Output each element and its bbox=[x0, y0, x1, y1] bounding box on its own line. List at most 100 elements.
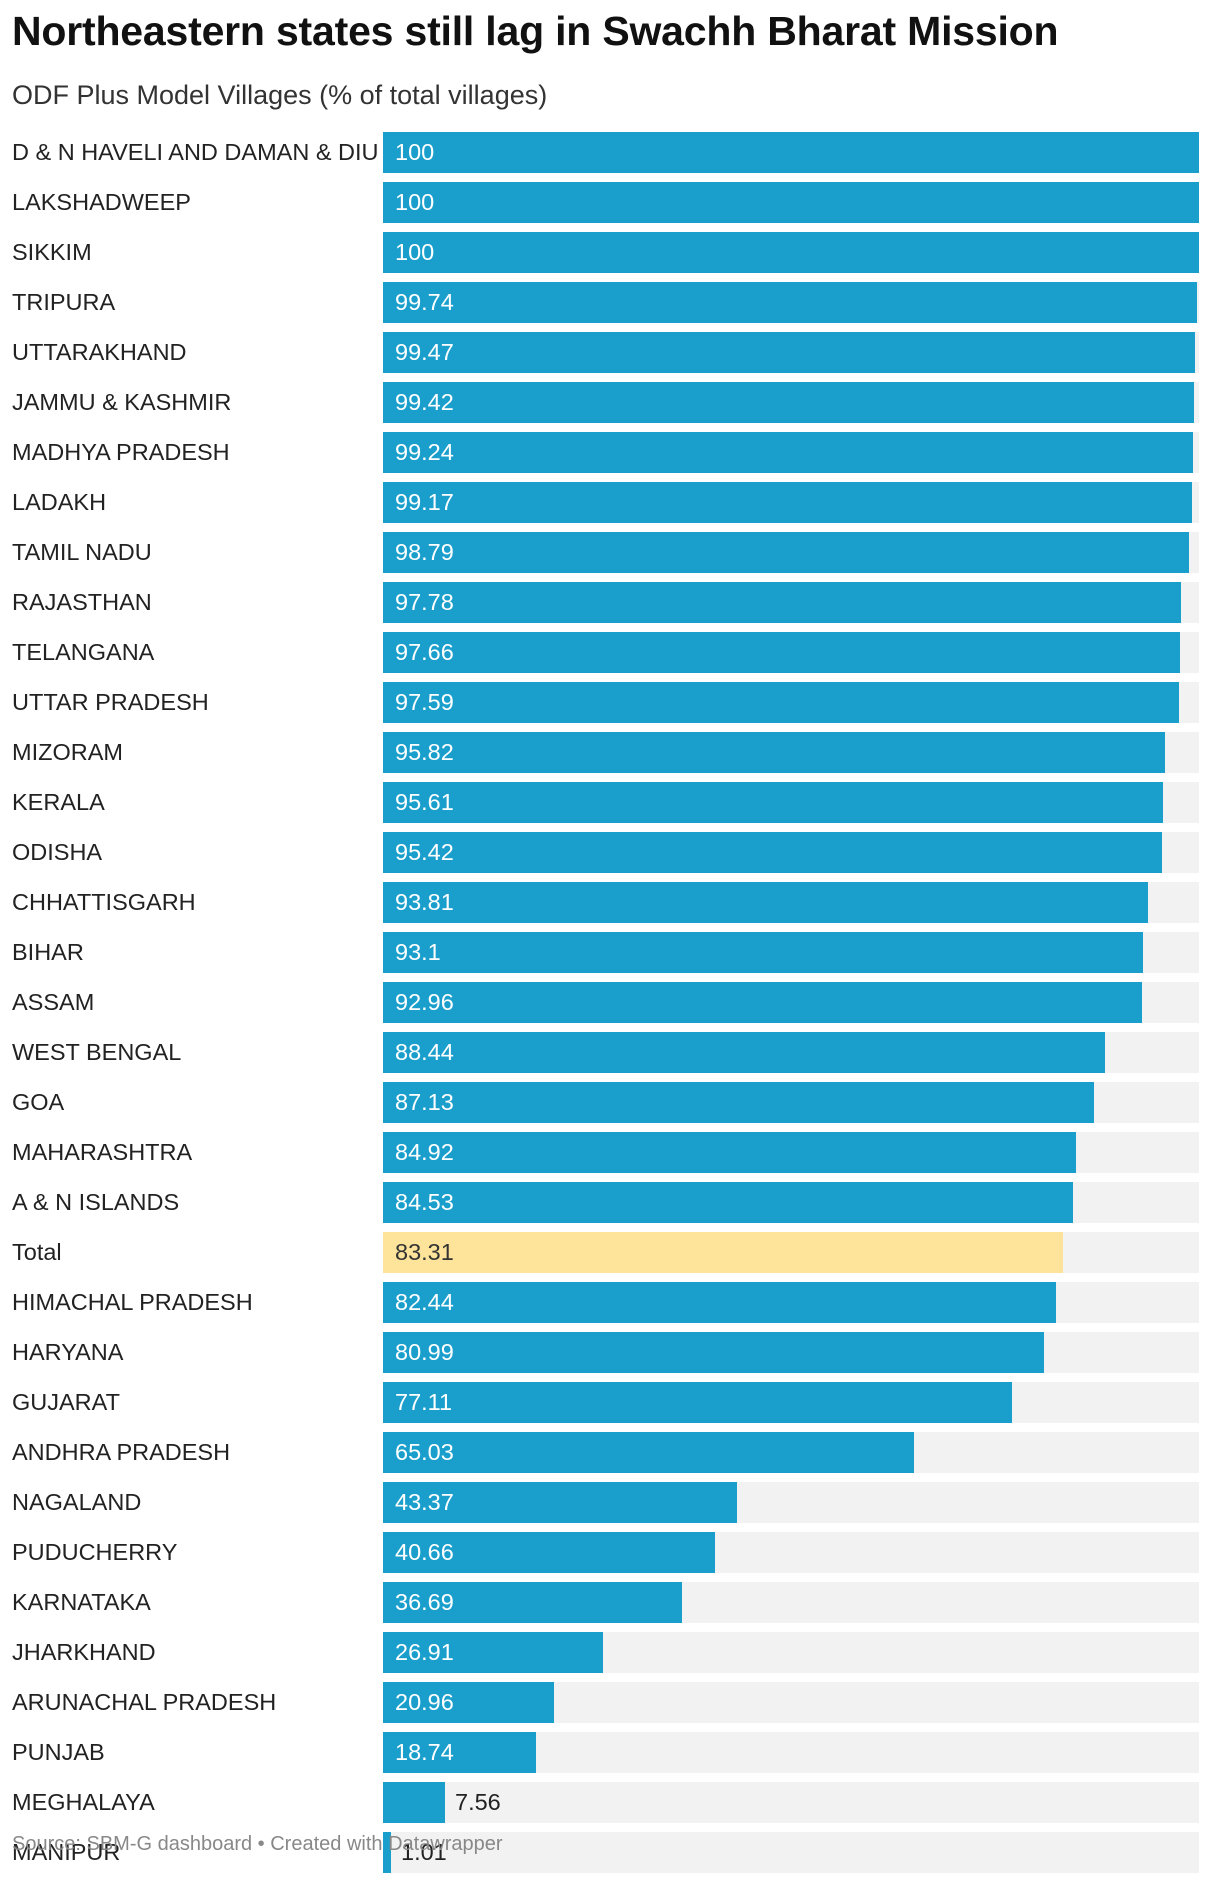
category-label: MAHARASHTRA bbox=[12, 1139, 193, 1165]
bar-track: 95.61 bbox=[383, 782, 1199, 823]
value-label: 99.42 bbox=[395, 389, 454, 415]
bar bbox=[383, 1432, 914, 1473]
bar-row-meghalaya: MEGHALAYA 7.56 bbox=[0, 1782, 1220, 1823]
category-label: ARUNACHAL PRADESH bbox=[12, 1689, 277, 1715]
bar-track: 80.99 bbox=[383, 1332, 1199, 1373]
bar bbox=[383, 1382, 1012, 1423]
value-label: 92.96 bbox=[395, 989, 454, 1015]
value-label: 100 bbox=[395, 189, 435, 215]
category-label: JHARKHAND bbox=[12, 1639, 156, 1665]
bar-track: 40.66 bbox=[383, 1532, 1199, 1573]
bar bbox=[383, 1132, 1076, 1173]
chart-title: Northeastern states still lag in Swachh … bbox=[12, 8, 1059, 54]
category-label: ASSAM bbox=[12, 989, 95, 1015]
bar bbox=[383, 282, 1197, 323]
bar-row-tripura: TRIPURA 99.74 bbox=[0, 282, 1220, 323]
bar-track: 82.44 bbox=[383, 1282, 1199, 1323]
bar-row-andhra-pradesh: ANDHRA PRADESH 65.03 bbox=[0, 1432, 1220, 1473]
bar-row-telangana: TELANGANA 97.66 bbox=[0, 632, 1220, 673]
bar-track: 84.92 bbox=[383, 1132, 1199, 1173]
value-label: 20.96 bbox=[395, 1689, 454, 1715]
bar-track: 26.91 bbox=[383, 1632, 1199, 1673]
bar-row-rajasthan: RAJASTHAN 97.78 bbox=[0, 582, 1220, 623]
chart-subtitle: ODF Plus Model Villages (% of total vill… bbox=[12, 80, 548, 110]
value-label: 7.56 bbox=[455, 1789, 501, 1815]
bar-track: 100 bbox=[383, 232, 1199, 273]
value-label: 95.42 bbox=[395, 839, 454, 865]
bar bbox=[383, 1282, 1056, 1323]
bar-row-chhattisgarh: CHHATTISGARH 93.81 bbox=[0, 882, 1220, 923]
value-label: 36.69 bbox=[395, 1589, 454, 1615]
bar-row-goa: GOA 87.13 bbox=[0, 1082, 1220, 1123]
bar-row-total: Total 83.31 bbox=[0, 1232, 1220, 1273]
bar-row-d-n-haveli-and-daman-diu: D & N HAVELI AND DAMAN & DIU 100 bbox=[0, 132, 1220, 173]
category-label: ANDHRA PRADESH bbox=[12, 1439, 231, 1465]
bar-track: 93.81 bbox=[383, 882, 1199, 923]
bar-row-manipur: MANIPUR 1.01 bbox=[0, 1832, 1220, 1873]
bar-track: 99.47 bbox=[383, 332, 1199, 373]
bar-row-madhya-pradesh: MADHYA PRADESH 99.24 bbox=[0, 432, 1220, 473]
category-label: PUNJAB bbox=[12, 1739, 105, 1765]
bar bbox=[383, 632, 1180, 673]
value-label: 93.81 bbox=[395, 889, 454, 915]
bar-row-gujarat: GUJARAT 77.11 bbox=[0, 1382, 1220, 1423]
bar-track: 87.13 bbox=[383, 1082, 1199, 1123]
bar-row-himachal-pradesh: HIMACHAL PRADESH 82.44 bbox=[0, 1282, 1220, 1323]
bar-track: 99.24 bbox=[383, 432, 1199, 473]
bar-row-west-bengal: WEST BENGAL 88.44 bbox=[0, 1032, 1220, 1073]
category-label: CHHATTISGARH bbox=[12, 889, 196, 915]
bar-track: 99.17 bbox=[383, 482, 1199, 523]
bar-row-lakshadweep: LAKSHADWEEP 100 bbox=[0, 182, 1220, 223]
bar bbox=[383, 1182, 1073, 1223]
bar bbox=[383, 382, 1194, 423]
bar bbox=[383, 1582, 682, 1623]
value-label: 88.44 bbox=[395, 1039, 454, 1065]
category-label: ODISHA bbox=[12, 839, 103, 865]
bar bbox=[383, 1782, 445, 1823]
category-label: A & N ISLANDS bbox=[12, 1189, 180, 1215]
category-label: LAKSHADWEEP bbox=[12, 189, 191, 215]
category-label: GUJARAT bbox=[12, 1389, 120, 1415]
bar-row-ladakh: LADAKH 99.17 bbox=[0, 482, 1220, 523]
bar-row-arunachal-pradesh: ARUNACHAL PRADESH 20.96 bbox=[0, 1682, 1220, 1723]
bar bbox=[383, 832, 1162, 873]
value-label: 99.17 bbox=[395, 489, 454, 515]
bar bbox=[383, 1732, 536, 1773]
bar bbox=[383, 682, 1179, 723]
bar-row-nagaland: NAGALAND 43.37 bbox=[0, 1482, 1220, 1523]
bar-row-jharkhand: JHARKHAND 26.91 bbox=[0, 1632, 1220, 1673]
bar bbox=[383, 732, 1165, 773]
bar bbox=[383, 1682, 554, 1723]
bar-track: 99.74 bbox=[383, 282, 1199, 323]
bar-track: 83.31 bbox=[383, 1232, 1199, 1273]
bar bbox=[383, 432, 1193, 473]
bar bbox=[383, 582, 1181, 623]
value-label: 40.66 bbox=[395, 1539, 454, 1565]
bar bbox=[383, 932, 1143, 973]
value-label: 26.91 bbox=[395, 1639, 454, 1665]
bar bbox=[383, 132, 1199, 173]
bar-row-punjab: PUNJAB 18.74 bbox=[0, 1732, 1220, 1773]
bar-track: 43.37 bbox=[383, 1482, 1199, 1523]
value-label: 100 bbox=[395, 139, 435, 165]
category-label: JAMMU & KASHMIR bbox=[12, 389, 232, 415]
bar-track: 18.74 bbox=[383, 1732, 1199, 1773]
category-label: D & N HAVELI AND DAMAN & DIU bbox=[12, 139, 379, 165]
value-label: 77.11 bbox=[395, 1389, 453, 1415]
bar-track: 36.69 bbox=[383, 1582, 1199, 1623]
value-label: 100 bbox=[395, 239, 435, 265]
category-label: PUDUCHERRY bbox=[12, 1539, 178, 1565]
bar-track: 97.66 bbox=[383, 632, 1199, 673]
bar-row-jammu-kashmir: JAMMU & KASHMIR 99.42 bbox=[0, 382, 1220, 423]
category-label: HARYANA bbox=[12, 1339, 124, 1365]
value-label: 99.47 bbox=[395, 339, 454, 365]
bar-track: 65.03 bbox=[383, 1432, 1199, 1473]
bar-track: 7.56 bbox=[383, 1782, 1199, 1823]
bar bbox=[383, 532, 1189, 573]
source-footer: Source: SBM-G dashboard • Created with D… bbox=[12, 1833, 503, 1855]
value-label: 97.78 bbox=[395, 589, 454, 615]
bar bbox=[383, 232, 1199, 273]
value-label: 93.1 bbox=[395, 939, 441, 965]
value-label: 82.44 bbox=[395, 1289, 454, 1315]
category-label: UTTARAKHAND bbox=[12, 339, 187, 365]
